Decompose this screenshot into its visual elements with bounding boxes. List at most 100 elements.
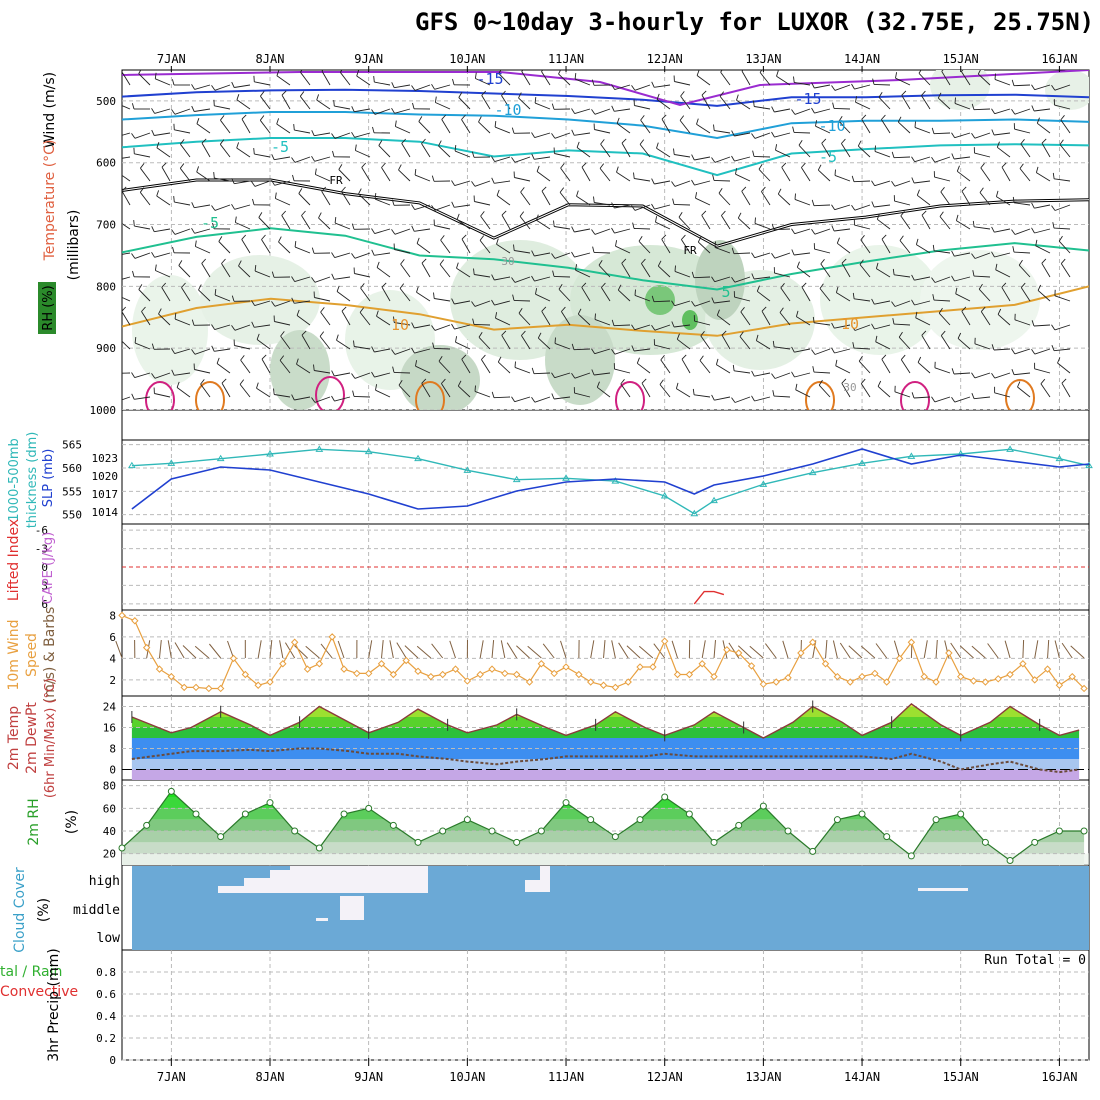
- wind-barb: [633, 227, 651, 230]
- wind-barb-flag: [1057, 357, 1061, 364]
- wind-barb: [481, 95, 491, 110]
- wind-barb-flag: [775, 144, 778, 151]
- wind-barb-flag: [700, 331, 705, 337]
- wind-barb: [614, 228, 631, 234]
- wind-barb: [314, 297, 331, 302]
- wind-barb: [701, 94, 711, 110]
- precip-title-a: tal / Rain: [0, 964, 62, 980]
- wind-barb: [301, 334, 311, 350]
- wind-barb: [514, 396, 531, 403]
- wind-barb-flag: [331, 273, 335, 280]
- wind-barb: [773, 395, 791, 398]
- pressure-tick-label: 500: [96, 95, 116, 108]
- wind-barb: [994, 372, 1011, 379]
- wind-barb-flag: [531, 153, 535, 160]
- wind-barb: [498, 73, 511, 86]
- wind-speed-marker: [377, 660, 386, 668]
- surface-wind-barb: [839, 642, 851, 659]
- wind-barb-flag: [411, 322, 415, 329]
- wind-barb: [575, 269, 591, 278]
- wind-barb-flag: [151, 226, 155, 232]
- wind-barb: [775, 149, 791, 158]
- wind-barb: [781, 167, 791, 182]
- wind-speed-marker: [562, 663, 570, 671]
- wind-barb-flag: [461, 354, 467, 360]
- wind-speed-marker: [501, 669, 509, 678]
- thickness-marker: [808, 468, 817, 476]
- wind-barb-flag: [260, 91, 265, 97]
- wind-barb: [558, 73, 571, 86]
- wind-barb: [797, 266, 811, 278]
- wind-barb: [939, 216, 951, 230]
- wind-barb: [961, 190, 971, 206]
- wind-barb-flag: [697, 236, 702, 243]
- wind-barb: [122, 340, 131, 350]
- wind-barb: [714, 396, 731, 401]
- wind-barb: [281, 215, 291, 230]
- wind-barb-flag: [891, 151, 895, 158]
- wind-barb: [814, 228, 831, 235]
- rh-marker: [217, 833, 225, 841]
- wind-barb: [574, 228, 591, 233]
- isotherm-5: [122, 227, 1089, 291]
- wind-barb: [594, 348, 611, 355]
- wind-barb-flag: [211, 85, 216, 91]
- rh-tick-label: 60: [103, 802, 116, 815]
- wind-barb: [734, 370, 751, 374]
- wind-barb: [415, 365, 431, 374]
- wind-barb-flag: [261, 234, 266, 240]
- wind-barb: [794, 108, 811, 115]
- rh-marker: [883, 833, 891, 841]
- wind-barb-flag: [911, 177, 915, 184]
- wind-barb: [336, 339, 351, 350]
- wind-barb: [1001, 287, 1011, 302]
- wind-speed-marker: [427, 672, 435, 681]
- wind-barb: [694, 180, 711, 186]
- wind-barb-flag: [452, 78, 455, 85]
- wind-barb: [554, 396, 571, 400]
- wind-barb-flag: [1035, 239, 1038, 246]
- wind-barb-flag: [871, 323, 875, 330]
- wind-barb-flag: [731, 397, 736, 403]
- wind-barb: [994, 132, 1011, 136]
- wind-barb: [934, 276, 951, 283]
- wind-barb-flag: [719, 91, 725, 97]
- wind-barb: [198, 289, 211, 302]
- wind-barb-flag: [875, 335, 878, 342]
- surface-wind-barb: [479, 640, 484, 659]
- surface-wind-barb: [765, 643, 777, 659]
- wind-barb-flag: [441, 378, 446, 384]
- contour-label: 5: [721, 283, 730, 301]
- wind-barb-flag: [852, 292, 855, 299]
- wind-barb-flag: [861, 114, 867, 120]
- wind-barb-flag: [411, 85, 416, 91]
- surface-wind-barb: [174, 642, 185, 659]
- cloud-tick-label: high: [89, 874, 120, 889]
- wind-barb-flag: [112, 132, 115, 137]
- temp-band: [131, 759, 1080, 770]
- wind-barb: [1036, 172, 1051, 182]
- wind-speed-marker: [525, 678, 534, 686]
- wind-barb-flag: [212, 222, 215, 229]
- contour-label: 30: [501, 255, 514, 268]
- wind-barb: [354, 346, 371, 350]
- wind-barb-flag: [220, 115, 225, 121]
- wind-barb: [934, 396, 951, 403]
- wind-barb-flag: [576, 190, 579, 197]
- surface-wind-barb: [1070, 645, 1085, 659]
- wind-barb-flag: [641, 378, 647, 384]
- wind-barb: [894, 300, 911, 307]
- wind-barb-flag: [501, 90, 506, 96]
- cloud-block: [540, 866, 550, 888]
- wind-barb-flag: [498, 70, 502, 74]
- wind-barb: [957, 338, 971, 350]
- wind-barb: [394, 322, 411, 326]
- wind-barb-flag: [931, 396, 936, 403]
- wind-barb: [659, 384, 671, 398]
- upper-air-bottom-strip: [121, 409, 1090, 441]
- wind-barb-flag: [221, 258, 226, 264]
- wind-barb-flag: [338, 164, 343, 170]
- wind-barb-flag: [716, 309, 720, 316]
- wind-barb: [574, 392, 591, 398]
